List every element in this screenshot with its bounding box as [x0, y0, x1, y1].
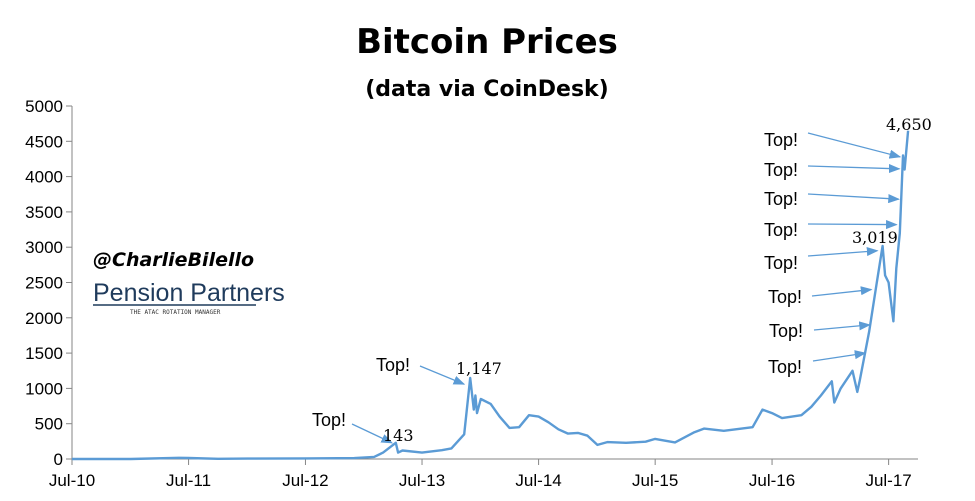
top-annotation-arrow: [807, 219, 898, 230]
watermark: @CharlieBilello Pension Partners THE ATA…: [93, 249, 285, 316]
chart-title: Bitcoin Prices: [356, 22, 618, 62]
series-layer: [72, 130, 910, 461]
top-annotation-arrow: [807, 132, 902, 159]
peak-value-label: 3,019: [852, 228, 898, 247]
top-annotation-arrow: [807, 193, 900, 204]
y-tick-label: 3000: [25, 238, 63, 257]
top-annotation-label: Top!: [764, 189, 798, 209]
y-tick-label: 3500: [25, 203, 63, 222]
price-series-line: [72, 130, 910, 461]
top-annotation-label: Top!: [376, 355, 410, 375]
annotation-layer: Top! Top! Top! Top! Top! Top! Top! Top! Top! Top!…: [312, 115, 932, 445]
peak-value-label: 4,650: [886, 115, 932, 134]
y-tick-label: 0: [54, 450, 63, 469]
top-annotation-label: Top!: [764, 253, 798, 273]
x-tick-label: Jul-13: [399, 471, 445, 490]
peak-value-label: 1,147: [456, 359, 502, 378]
y-axis: 0 500 1000 1500 2000 2500 3000 3500 4000 4500 5000: [25, 97, 73, 469]
x-tick-label: Jul-14: [515, 471, 561, 490]
brand-tagline: THE ATAC ROTATION MANAGER: [130, 309, 221, 316]
x-tick-label: Jul-11: [166, 471, 211, 490]
x-tick-label: Jul-12: [282, 471, 328, 490]
y-tick-label: 1000: [25, 379, 63, 398]
top-annotation-label: Top!: [768, 287, 802, 307]
x-tick-label: Jul-17: [865, 471, 911, 490]
y-tick-label: 2000: [25, 309, 63, 328]
x-tick-label: Jul-15: [632, 471, 678, 490]
top-annotation-label: Top!: [764, 160, 798, 180]
y-tick-label: 4500: [25, 132, 63, 151]
top-annotation-arrow: [811, 286, 873, 297]
y-tick-label: 1500: [25, 344, 63, 363]
top-annotation-label: Top!: [764, 220, 798, 240]
y-tick-label: 2500: [25, 274, 63, 293]
y-tick-label: 500: [35, 415, 63, 434]
author-handle: @CharlieBilello: [93, 249, 254, 271]
top-annotation-label: Top!: [764, 130, 798, 150]
y-tick-label: 4000: [25, 168, 63, 187]
y-tick-label: 5000: [25, 97, 63, 116]
top-annotation-label: Top!: [768, 357, 802, 377]
chart-subtitle: (data via CoinDesk): [365, 77, 608, 102]
top-annotation-arrow: [813, 321, 871, 331]
x-tick-label: Jul-16: [749, 471, 795, 490]
top-annotation-label: Top!: [312, 410, 346, 430]
x-axis: Jul-10 Jul-11 Jul-12 Jul-13 Jul-14 Jul-15 Jul-…: [49, 458, 918, 490]
top-annotation-arrow: [807, 246, 879, 257]
top-annotation-arrow: [351, 423, 394, 444]
peak-value-label: 143: [383, 426, 414, 445]
top-annotation-arrow: [419, 365, 466, 385]
x-tick-label: Jul-10: [49, 471, 95, 490]
top-annotation-label: Top!: [769, 321, 803, 341]
brand-logo: Pension Partners: [93, 279, 285, 307]
top-annotation-arrow: [807, 163, 901, 174]
top-annotation-arrow: [812, 350, 867, 362]
